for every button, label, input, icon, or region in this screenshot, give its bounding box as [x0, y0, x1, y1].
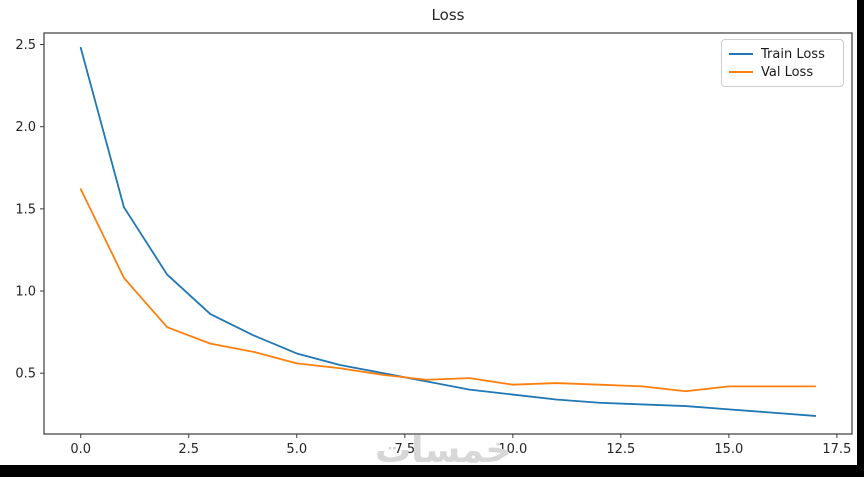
legend-item-train-loss: Train Loss	[729, 45, 835, 63]
y-tick-label: 0.5	[15, 367, 36, 382]
x-tick-label: 7.5	[394, 442, 415, 457]
val-loss-line	[79, 188, 817, 393]
x-tick-label: 15.0	[714, 442, 743, 457]
y-tick-label: 1.0	[15, 285, 36, 300]
legend-item-val-loss: Val Loss	[729, 63, 835, 81]
x-tick-label: 5.0	[286, 442, 307, 457]
x-tick-label: 0.0	[70, 442, 91, 457]
x-tick-label: 12.5	[606, 442, 635, 457]
x-tick-label: 2.5	[178, 442, 199, 457]
y-tick-label: 2.0	[15, 120, 36, 135]
y-tick-label: 1.5	[15, 202, 36, 217]
train-loss-swatch	[729, 53, 753, 55]
khamsat-watermark: خمسات	[375, 430, 512, 466]
figure-canvas: Loss 0.0 2.5 5.0 7.5 10.0 12.5 15.0 17.5 0.5 1.0 1…	[0, 0, 857, 465]
x-tick-label: 10.0	[498, 442, 527, 457]
chart-title: Loss	[431, 6, 465, 24]
axes-frame	[43, 32, 853, 435]
y-tick-label: 2.5	[15, 38, 36, 53]
train-loss-line	[79, 46, 817, 417]
x-tick-label: 17.5	[822, 442, 851, 457]
legend: Train Loss Val Loss	[721, 39, 844, 87]
legend-label-val-loss: Val Loss	[761, 64, 814, 80]
legend-label-train-loss: Train Loss	[761, 46, 825, 62]
val-loss-swatch	[729, 71, 753, 73]
loss-line-chart: 0.0 2.5 5.0 7.5 10.0 12.5 15.0 17.5 0.5 1.0 1.5 2.0…	[15, 32, 853, 457]
